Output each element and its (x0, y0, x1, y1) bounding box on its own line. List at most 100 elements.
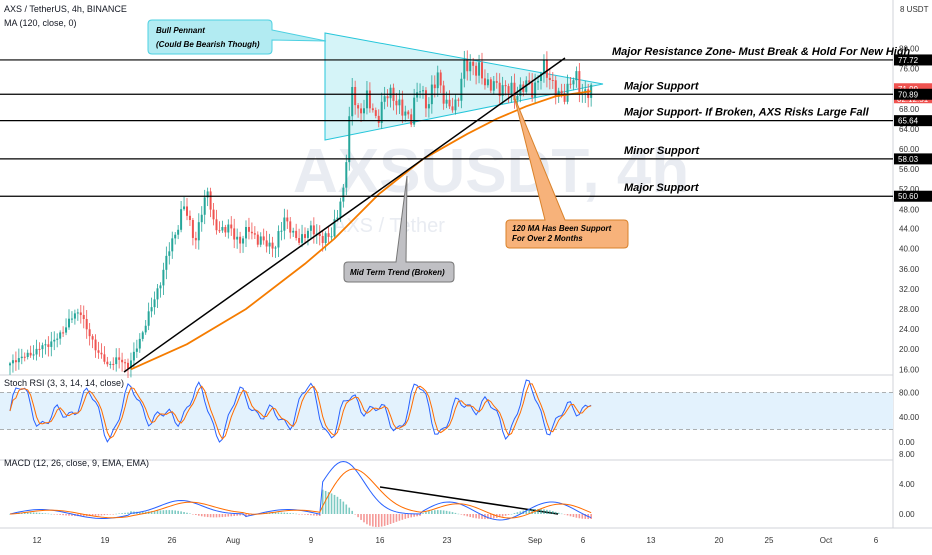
macd-histogram-bar (454, 512, 457, 514)
candle-body (306, 230, 309, 238)
macd-histogram-bar (392, 514, 395, 523)
price-badge-text: 65.64 (898, 117, 919, 126)
macd-histogram-bar (239, 514, 241, 516)
macd-histogram-bar (286, 512, 289, 514)
price-tick-label: 60.00 (899, 145, 920, 154)
price-badge-text: 77.72 (898, 56, 919, 65)
candle-body (286, 217, 289, 222)
candle-body (427, 104, 430, 109)
candle-body (26, 352, 29, 358)
candle-body (245, 226, 247, 239)
macd-histogram-bar (540, 509, 542, 514)
macd-histogram-bar (82, 514, 85, 517)
time-tick-label: 13 (647, 536, 656, 545)
macd-histogram-bar (156, 510, 159, 514)
pennant-callout-text: (Could Be Bearish Though) (156, 40, 260, 49)
ma-callout-box (505, 95, 629, 249)
macd-histogram-bar (487, 514, 489, 520)
candle-body (551, 79, 554, 81)
candle-body (365, 90, 368, 109)
candle-body (419, 91, 422, 93)
candle-body (542, 59, 545, 74)
candle-body (572, 80, 575, 85)
price-tick-label: 24.00 (899, 325, 920, 334)
macd-tick-label: 0.00 (899, 510, 915, 519)
macd-histogram-bar (451, 512, 454, 514)
macd-tick-label: 4.00 (899, 480, 915, 489)
candle-body (247, 226, 250, 232)
price-tick-label: 52.00 (899, 185, 920, 194)
candle-body (100, 352, 103, 355)
stoch-title: Stoch RSI (3, 3, 14, 14, close) (4, 378, 124, 388)
candle-body (404, 111, 407, 116)
candle-body (11, 360, 14, 364)
macd-histogram-bar (168, 510, 171, 514)
candle-body (103, 354, 106, 362)
price-badge (894, 88, 932, 100)
macd-histogram-bar (153, 510, 156, 514)
candle-body (569, 83, 572, 85)
macd-histogram-bar (141, 511, 144, 514)
candle-body (271, 242, 274, 249)
callouts: Bull Pennant (Could Be Bearish Though) 120… (147, 19, 629, 283)
macd-histogram-bar (53, 514, 56, 515)
candle-body (162, 269, 165, 286)
candle-body (566, 83, 569, 102)
trend-callout-box (343, 175, 455, 283)
candle-body (528, 80, 531, 83)
macd-histogram-bar (469, 514, 471, 518)
candle-body (504, 85, 507, 87)
price-badge-text: 58.03 (898, 155, 919, 164)
macd-histogram-bar (59, 514, 61, 515)
candle-body (32, 354, 35, 356)
macd-histogram-bar (590, 514, 592, 519)
candle-body (498, 82, 501, 96)
candle-body (486, 79, 489, 86)
candle-body (239, 236, 242, 244)
macd-histogram-bar (478, 514, 480, 519)
macd-histogram-bar (195, 514, 197, 515)
macd-histogram-bar (546, 509, 548, 514)
macd-histogram-bar (557, 512, 560, 514)
macd-histogram-bar (68, 514, 70, 516)
candle-body (109, 363, 112, 365)
macd-histogram-bar (375, 514, 377, 527)
macd-histogram-bar (47, 513, 50, 515)
macd-histogram-bar (186, 512, 188, 514)
macd-histogram-bar (212, 514, 215, 518)
macd-histogram-bar (274, 512, 277, 514)
candle-body (91, 336, 94, 340)
candle-body (510, 82, 513, 94)
candle-body (183, 206, 186, 210)
stoch-band (0, 392, 893, 430)
macd-signal-line (9, 468, 592, 519)
time-tick-label: Oct (820, 536, 833, 545)
candle-body (495, 81, 498, 83)
candle-body (475, 65, 478, 76)
price-tick-label: 76.00 (899, 65, 920, 74)
macd-histogram-bar (493, 514, 495, 519)
candle-body (534, 82, 537, 98)
macd-histogram-bar (218, 514, 221, 518)
candle-body (168, 251, 171, 256)
macd-histogram-bar (283, 512, 286, 514)
macd-histogram-bar (563, 514, 566, 515)
candle-body (516, 96, 519, 101)
macd-histogram-bar (330, 493, 333, 514)
macd-histogram-bar (434, 510, 436, 514)
candle-body (186, 206, 188, 216)
candle-body (324, 233, 327, 243)
macd-histogram-bar (472, 514, 474, 518)
macd-histogram-bar (318, 514, 321, 516)
macd-histogram-bar (97, 514, 100, 516)
macd-histogram-bar (139, 511, 141, 514)
macd-histogram-bar (29, 512, 32, 514)
candle-body (386, 96, 389, 99)
candle-body (537, 80, 540, 83)
candle-body (132, 351, 135, 361)
macd-histogram-bar (380, 514, 383, 527)
candle-body (433, 84, 436, 89)
macd-tick-label: 8.00 (899, 450, 915, 459)
macd-histogram-bar (360, 514, 362, 520)
